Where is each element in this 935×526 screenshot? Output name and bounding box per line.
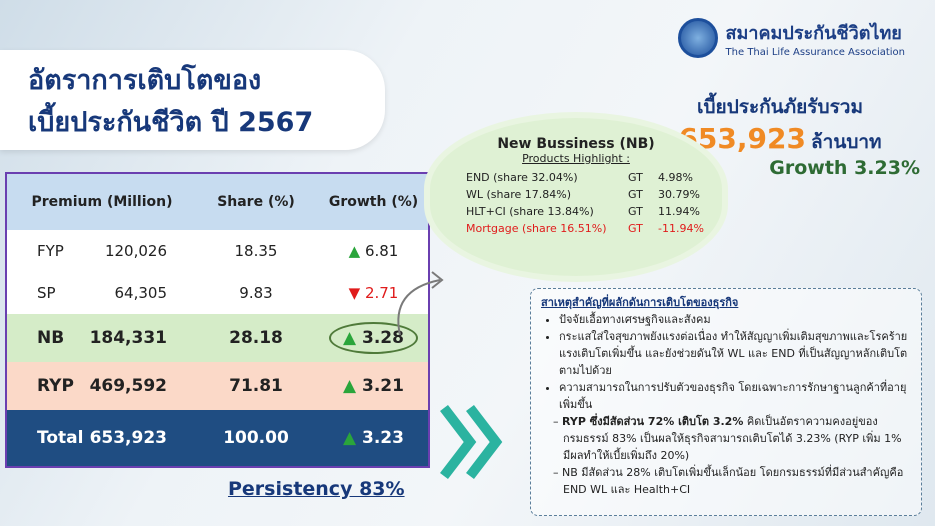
cell: 184,331 [89, 328, 167, 348]
logo: สมาคมประกันชีวิตไทย The Thai Life Assura… [677, 18, 905, 58]
sub-reason: – NB มีสัดส่วน 28% เติบโตเพิ่มขึ้นเล็กน้… [553, 466, 904, 496]
reason: ปัจจัยเอื้อทางเศรษฐกิจและสังคม [559, 311, 911, 328]
cell: 9.83 [239, 284, 273, 302]
chevron [466, 404, 503, 480]
nb-product: END (share 32.04%) [466, 171, 578, 184]
nb-product: Mortgage (share 16.51%) [466, 222, 607, 235]
chevron [440, 404, 477, 480]
nb-gt: GT [628, 222, 643, 235]
title-line: อัตราการเติบโตของ [28, 65, 262, 96]
nb-title: New Bussiness (NB) [497, 136, 655, 152]
row-label: RYP [37, 376, 74, 396]
table-header: Premium (Million) Share (%) Growth (%) [7, 174, 428, 230]
summary-label: เบี้ยประกันภัยรับรวม [697, 96, 863, 118]
nb-bubble: New Bussiness (NB) Products Highlight : … [430, 118, 722, 276]
summary: เบี้ยประกันภัยรับรวม 653,923 ล้านบาท Gro… [640, 92, 920, 179]
up-arrow: ▲ [348, 242, 361, 260]
nb-subtitle: Products Highlight : [522, 152, 630, 165]
title-line: เบี้ยประกันชีวิต ปี 2567 [28, 107, 314, 138]
reasons-heading: สาเหตุสำคัญที่ผลักดันการเติบโตของธุรกิจ [541, 296, 739, 309]
reasons-box: สาเหตุสำคัญที่ผลักดันการเติบโตของธุรกิจ … [530, 288, 922, 516]
highlight-circle: ▲ 3.28 [329, 322, 418, 354]
row-label: FYP [37, 242, 64, 260]
nb-gt: GT [628, 205, 643, 218]
logo-subtitle: The Thai Life Assurance Association [725, 47, 905, 58]
cell: 3.28 [362, 328, 404, 348]
nb-gt: GT [628, 171, 643, 184]
cell: 653,923 [89, 428, 167, 448]
persistency: Persistency 83% [228, 478, 405, 500]
nb-growth: 11.94% [658, 205, 700, 218]
cell: 28.18 [229, 328, 283, 348]
header-cell: Premium (Million) [31, 194, 173, 210]
nb-row: END (share 32.04%) GT 4.98% [466, 169, 722, 186]
sub-reason-text: คิดเป็นอัตราความคงอยู่ของกรมธรรม์ 83% เป… [563, 415, 902, 462]
header-cell: Share (%) [217, 194, 295, 210]
summary-unit: ล้านบาท [811, 131, 882, 153]
up-arrow: ▲ [343, 376, 357, 396]
logo-icon [677, 18, 718, 58]
row-label: SP [37, 284, 56, 302]
nb-growth: 30.79% [658, 188, 700, 201]
table-row: Total 653,923 100.00 ▲ 3.23 [7, 410, 428, 466]
row-label: Total [37, 428, 84, 448]
row-label: NB [37, 328, 65, 348]
cell: 6.81 [364, 242, 399, 260]
nb-growth: 4.98% [658, 171, 693, 184]
cell: 71.81 [229, 376, 283, 396]
arrow-path [397, 279, 441, 336]
sub-reason-text: NB มีสัดส่วน 28% เติบโตเพิ่มขึ้นเล็กน้อย… [562, 466, 904, 496]
nb-gt: GT [628, 188, 643, 201]
nb-row: HLT+CI (share 13.84%) GT 11.94% [466, 203, 722, 220]
table-row: RYP 469,592 71.81 ▲ 3.21 [7, 362, 428, 410]
summary-growth: Growth 3.23% [769, 157, 920, 179]
chevrons [440, 404, 503, 480]
down-arrow: ▼ [348, 284, 361, 302]
cell: 64,305 [114, 284, 168, 302]
table-row: NB 184,331 28.18 ▲ 3.28 [7, 314, 428, 362]
up-arrow: ▲ [343, 328, 357, 348]
cell: 18.35 [234, 242, 278, 260]
table-row: FYP 120,026 18.35 ▲ 6.81 [7, 230, 428, 272]
up-arrow: ▲ [343, 428, 357, 448]
nb-row: WL (share 17.84%) GT 30.79% [466, 186, 722, 203]
sub-reason: – RYP ซึ่งมีสัดส่วน 72% เติบโต 3.2% คิดเ… [553, 415, 902, 462]
cell: 3.23 [362, 428, 404, 448]
header-cell: Growth (%) [328, 194, 419, 210]
logo-name: สมาคมประกันชีวิตไทย [725, 23, 902, 44]
cell: 469,592 [89, 376, 167, 396]
cell: 3.21 [362, 376, 404, 396]
connector-arrow [397, 271, 444, 336]
premium-table: Premium (Million) Share (%) Growth (%) F… [5, 172, 430, 468]
nb-growth: -11.94% [658, 222, 704, 235]
reason: กระแสใส่ใจสุขภาพยังแรงต่อเนื่อง ทำให้สัญ… [559, 328, 911, 379]
table-row: SP 64,305 9.83 ▼ 2.71 [7, 272, 428, 314]
nb-product: WL (share 17.84%) [466, 188, 572, 201]
reason: ความสามารถในการปรับตัวของธุรกิจ โดยเฉพาะ… [559, 379, 911, 413]
summary-amount: 653,923 [678, 122, 806, 155]
nb-product: HLT+CI (share 13.84%) [466, 205, 594, 218]
cell: 2.71 [364, 284, 399, 302]
nb-row: Mortgage (share 16.51%) GT -11.94% [466, 220, 722, 237]
logo-text: สมาคมประกันชีวิตไทย The Thai Life Assura… [726, 18, 905, 58]
reasons-list: ปัจจัยเอื้อทางเศรษฐกิจและสังคม กระแสใส่ใ… [541, 311, 911, 413]
title: อัตราการเติบโตของ เบี้ยประกันชีวิต ปี 25… [0, 50, 385, 150]
cell: 120,026 [104, 242, 167, 260]
sub-reason-bold: RYP ซึ่งมีสัดส่วน 72% เติบโต 3.2% [562, 415, 744, 428]
arrow-head [431, 271, 444, 289]
cell: 100.00 [223, 428, 289, 448]
